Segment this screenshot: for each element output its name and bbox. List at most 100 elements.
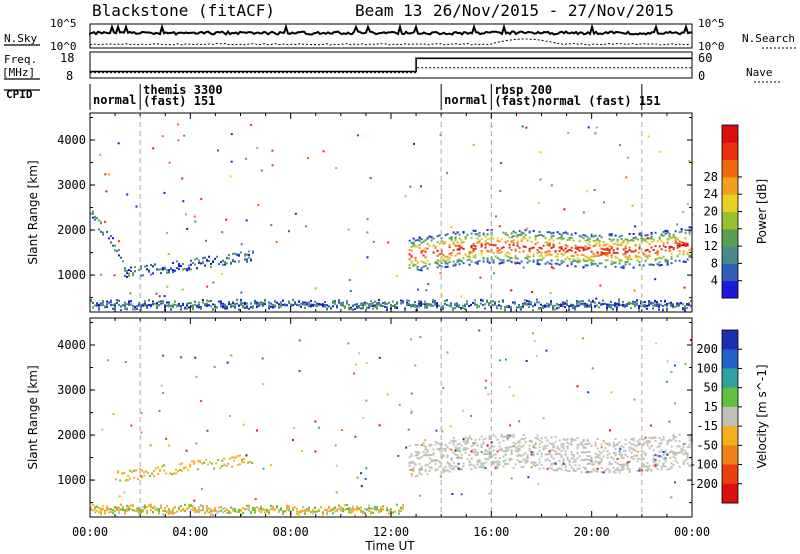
power-data-point <box>222 303 224 306</box>
power-data-point <box>683 286 686 289</box>
velocity-data-point <box>292 427 295 429</box>
power-data-point <box>424 262 427 265</box>
velocity-data-point <box>536 452 539 455</box>
power-data-point <box>508 246 511 249</box>
velocity-data-point <box>516 449 519 452</box>
velocity-data-point <box>576 436 579 439</box>
velocity-data-point <box>193 499 196 502</box>
nsearch-series <box>89 38 691 46</box>
velocity-data-point <box>228 510 230 513</box>
power-data-point <box>416 306 418 309</box>
velocity-data-point <box>414 464 417 467</box>
velocity-data-point <box>368 509 370 512</box>
power-data-point <box>486 257 489 260</box>
velocity-data-point <box>626 464 629 466</box>
power-data-point <box>240 303 242 306</box>
velocity-data-point <box>460 493 463 496</box>
velocity-data-point <box>674 460 677 462</box>
colorbar-swatch <box>722 176 738 195</box>
power-data-point <box>618 298 620 301</box>
power-data-point <box>596 251 599 254</box>
power-data-point <box>244 303 246 306</box>
power-data-point <box>476 241 479 244</box>
velocity-data-point <box>249 460 252 463</box>
power-data-point <box>660 303 662 306</box>
velocity-data-point <box>684 450 687 453</box>
power-data-point <box>560 252 563 255</box>
power-data-point <box>162 302 164 305</box>
velocity-data-point <box>292 507 294 509</box>
power-data-point <box>225 218 228 221</box>
power-data-point <box>240 302 242 305</box>
power-data-point <box>448 244 451 246</box>
power-data-point <box>522 250 525 253</box>
velocity-data-point <box>658 437 661 439</box>
power-data-point <box>454 239 457 241</box>
power-data-point <box>238 253 240 256</box>
velocity-data-point <box>456 443 459 446</box>
velocity-data-point <box>342 510 344 513</box>
velocity-data-point <box>682 463 685 465</box>
velocity-data-point <box>326 513 328 516</box>
power-data-point <box>404 195 407 198</box>
power-data-point <box>582 246 585 249</box>
velocity-data-point <box>660 449 663 452</box>
power-data-point <box>684 261 687 263</box>
power-data-point <box>538 251 541 253</box>
power-data-point <box>362 303 364 306</box>
power-data-point <box>612 308 614 311</box>
power-data-point <box>684 307 686 310</box>
velocity-data-point <box>634 445 637 448</box>
power-data-point <box>416 268 419 271</box>
power-data-point <box>479 276 482 279</box>
power-data-point <box>248 307 250 310</box>
velocity-data-point <box>410 473 413 475</box>
velocity-data-point <box>591 367 594 370</box>
power-data-point <box>430 236 433 238</box>
velocity-data-point <box>242 507 244 509</box>
power-data-point <box>174 269 176 272</box>
power-data-point <box>422 265 425 268</box>
velocity-data-point <box>644 469 647 472</box>
power-data-point <box>526 254 529 257</box>
velocity-data-point <box>646 468 649 471</box>
velocity-data-point <box>662 438 665 441</box>
velocity-data-point <box>180 505 182 507</box>
power-data-point <box>450 302 452 305</box>
power-data-point <box>612 304 614 306</box>
power-data-point <box>152 265 154 268</box>
power-data-point <box>224 307 226 310</box>
y-tick-label: 2000 <box>57 223 86 237</box>
velocity-data-point <box>126 504 128 507</box>
power-data-point <box>470 260 473 263</box>
power-data-point <box>380 303 382 306</box>
velocity-data-point <box>474 442 477 445</box>
power-data-point <box>210 266 212 268</box>
velocity-data-point <box>642 457 645 460</box>
velocity-data-point <box>670 445 673 448</box>
power-data-point <box>500 161 503 164</box>
power-data-point <box>666 237 669 240</box>
velocity-data-point <box>676 445 679 448</box>
power-data-point <box>616 238 619 241</box>
power-data-point <box>198 304 200 307</box>
power-data-point <box>494 255 497 258</box>
velocity-data-point <box>362 510 364 513</box>
velocity-data-point <box>622 457 625 460</box>
power-data-point <box>214 303 216 306</box>
power-data-point <box>512 230 515 233</box>
power-data-point <box>234 306 236 309</box>
velocity-data-point <box>496 450 499 453</box>
velocity-data-point <box>414 454 417 457</box>
power-data-point <box>206 304 208 306</box>
power-data-point <box>668 235 671 238</box>
power-scatter-points <box>90 123 694 312</box>
velocity-data-point <box>578 443 581 446</box>
power-data-point <box>562 232 565 235</box>
power-data-point <box>206 260 208 263</box>
velocity-data-point <box>146 511 148 514</box>
velocity-data-point <box>424 447 427 450</box>
power-data-point <box>531 291 534 294</box>
power-data-point <box>622 248 625 251</box>
velocity-data-point <box>660 442 663 444</box>
